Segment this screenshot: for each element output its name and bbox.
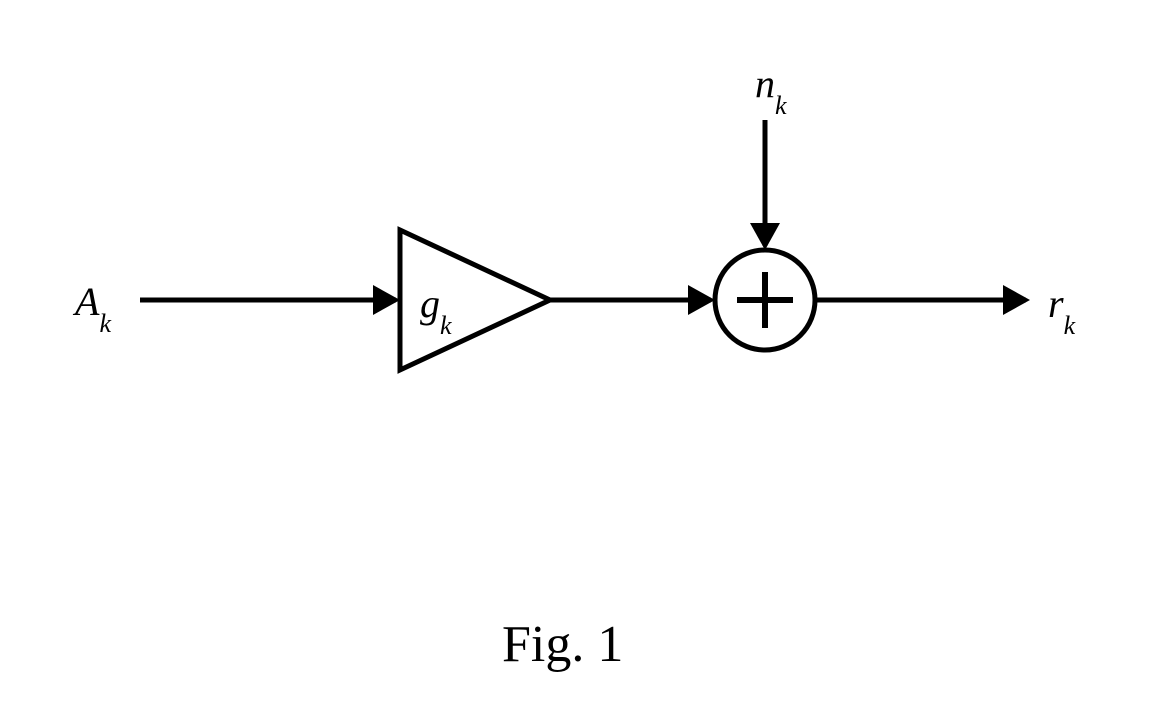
noise-label-main: n — [755, 61, 775, 106]
diagram-svg — [0, 0, 1152, 717]
noise-label-sub: k — [775, 91, 787, 120]
output-label: rk — [1048, 280, 1075, 333]
output-label-main: r — [1048, 281, 1064, 326]
noise-label: nk — [755, 60, 787, 113]
input-label-sub: k — [99, 309, 111, 338]
gain-to-summer-arrowhead — [688, 285, 715, 315]
input-label: Ak — [75, 278, 111, 331]
output-label-sub: k — [1064, 311, 1076, 340]
figure-caption: Fig. 1 — [502, 615, 623, 674]
signal-flow-diagram: Ak gk nk rk Fig. 1 — [0, 0, 1152, 717]
output-arrowhead — [1003, 285, 1030, 315]
gain-label-main: g — [420, 281, 440, 326]
gain-label: gk — [420, 280, 452, 333]
noise-arrowhead — [750, 223, 780, 250]
gain-label-sub: k — [440, 311, 452, 340]
input-arrowhead — [373, 285, 400, 315]
input-label-main: A — [75, 279, 99, 324]
